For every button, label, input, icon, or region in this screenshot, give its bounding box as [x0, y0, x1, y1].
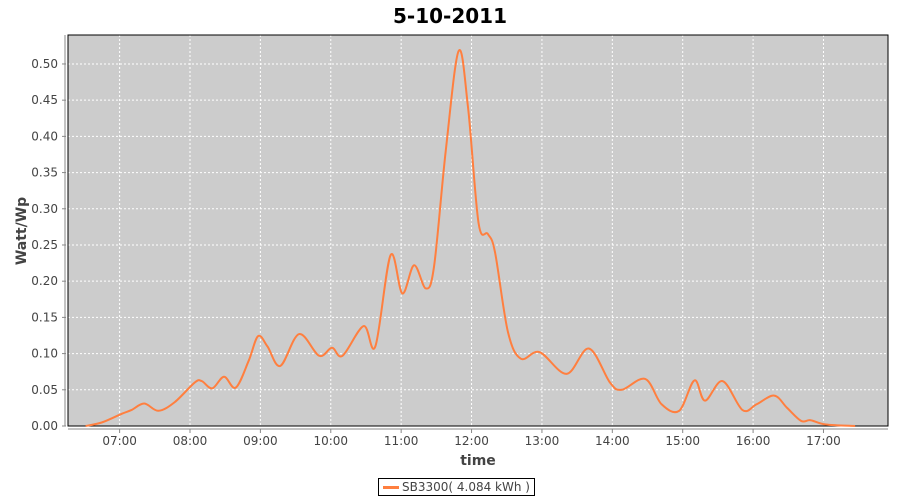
x-tick-label: 14:00 — [595, 434, 630, 448]
plot-border — [67, 34, 889, 427]
y-tick-label: 0.30 — [31, 202, 58, 216]
legend: SB3300( 4.084 kWh ) — [378, 478, 535, 496]
y-tick-label: 0.35 — [31, 166, 58, 180]
x-tick-label: 17:00 — [806, 434, 841, 448]
y-tick-label: 0.25 — [31, 238, 58, 252]
x-tick-label: 07:00 — [102, 434, 137, 448]
y-axis-label: Watt/Wp — [14, 197, 30, 265]
x-tick-label: 08:00 — [173, 434, 208, 448]
y-tick-label: 0.05 — [31, 383, 58, 397]
y-tick-label: 0.10 — [31, 347, 58, 361]
x-axis-label: time — [460, 453, 496, 469]
x-tick-label: 13:00 — [525, 434, 560, 448]
y-tick-label: 0.15 — [31, 310, 58, 324]
plot-area — [68, 35, 888, 426]
y-tick-label: 0.40 — [31, 129, 58, 143]
chart-title: 5-10-2011 — [392, 4, 507, 28]
y-tick-label: 0.00 — [31, 419, 58, 433]
y-tick-label: 0.20 — [31, 274, 58, 288]
x-tick-label: 10:00 — [313, 434, 348, 448]
x-tick-label: 09:00 — [243, 434, 278, 448]
x-tick-label: 15:00 — [665, 434, 700, 448]
x-tick-label: 16:00 — [736, 434, 771, 448]
legend-swatch — [383, 485, 399, 489]
series-line — [85, 49, 856, 427]
x-tick-label: 11:00 — [384, 434, 419, 448]
y-tick-label: 0.45 — [31, 93, 58, 107]
legend-label: SB3300( 4.084 kWh ) — [402, 480, 530, 494]
y-tick-label: 0.50 — [31, 57, 58, 71]
x-tick-label: 12:00 — [454, 434, 489, 448]
